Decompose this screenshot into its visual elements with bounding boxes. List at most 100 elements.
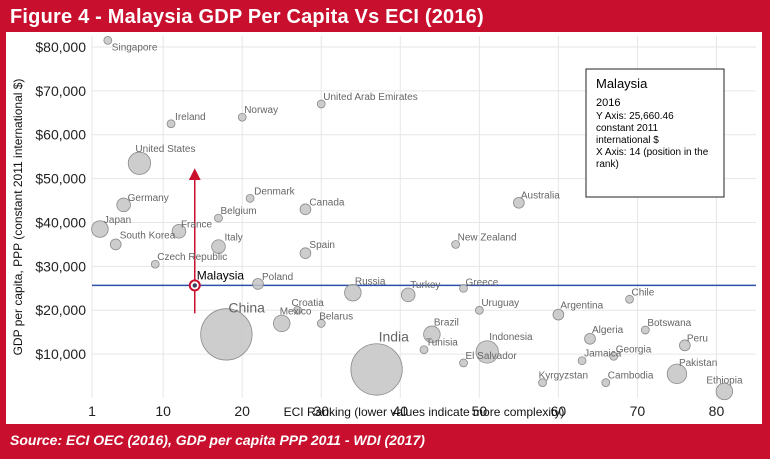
label-spain: Spain [309,240,335,251]
tooltip-line-4: X Axis: 14 (position in the [596,147,709,158]
label-indonesia: Indonesia [489,332,533,343]
point-uruguay [474,305,484,315]
label-cambodia: Cambodia [608,371,654,382]
x-tick-label: 20 [234,403,250,419]
x-tick-label: 30 [313,403,329,419]
label-china: China [228,299,265,315]
label-ethiopia: Ethiopia [706,375,743,386]
y-tick-label: $60,000 [35,127,86,143]
label-botswana: Botswana [647,318,691,329]
label-canada: Canada [309,197,344,208]
point-turkey [400,287,416,303]
label-france: France [181,219,213,230]
y-tick-label: $40,000 [35,214,86,230]
label-united-arab-emirates: United Arab Emirates [323,92,418,103]
label-japan: Japan [104,215,131,226]
label-malaysia: Malaysia [197,268,245,282]
point-china [200,308,253,361]
label-russia: Russia [355,277,386,288]
label-mexico: Mexico [280,306,312,317]
point-pakistan [666,363,688,385]
y-axis-label: GDP per capita, PPP (constant 2011 inter… [11,79,25,356]
label-jamaica: Jamaica [584,349,622,360]
point-brazil [423,325,441,344]
tooltip-box: Malaysia 2016 Y Axis: 25,660.46 constant… [585,68,725,198]
tooltip-line-2: constant 2011 [596,123,659,134]
tooltip-line-1: Y Axis: 25,660.46 [596,111,674,122]
label-singapore: Singapore [112,42,158,53]
point-indonesia [475,340,499,364]
label-australia: Australia [521,191,560,202]
label-denmark: Denmark [254,186,296,197]
label-belgium: Belgium [220,206,256,217]
point-greece [459,283,468,293]
point-belgium [214,213,223,223]
label-croatia: Croatia [292,298,325,309]
point-algeria [584,332,596,345]
y-tick-label: $80,000 [35,39,86,55]
point-kyrgyzstan [538,378,547,387]
x-tick-label: 80 [709,403,725,419]
label-italy: Italy [224,233,242,244]
point-south-korea [109,238,122,251]
label-el-salvador: El Salvador [466,351,518,362]
label-new-zealand: New Zealand [458,232,517,243]
data-labels: Singapore Ireland Norway United Arab Emirat… [104,42,743,386]
point-peru [679,339,691,352]
point-poland [252,278,264,290]
point-chile [625,294,634,304]
point-germany [116,197,131,213]
point-spain [299,247,312,260]
tooltip-year: 2016 [596,97,620,109]
point-malaysia-center [192,283,197,288]
label-algeria: Algeria [592,325,624,336]
point-singapore [103,36,113,45]
tooltip-country: Malaysia [596,76,648,91]
x-tick-label: 70 [630,403,646,419]
tooltip-line-5: rank) [596,159,619,170]
x-tick-label: 50 [472,403,488,419]
label-chile: Chile [632,287,655,298]
point-georgia [609,351,619,361]
label-south-korea: South Korea [120,230,176,241]
label-peru: Peru [687,333,708,344]
figure-title: Figure 4 - Malaysia GDP Per Capita Vs EC… [10,6,484,28]
point-japan [91,220,109,238]
label-norway: Norway [244,105,278,116]
label-poland: Poland [262,272,293,283]
label-argentina: Argentina [560,301,603,312]
point-argentina [552,308,565,321]
label-united-states: United States [135,144,195,155]
label-pakistan: Pakistan [679,358,717,369]
y-tick-label: $70,000 [35,83,86,99]
point-denmark [245,194,255,203]
point-united-states [127,151,152,175]
label-czech-republic: Czech Republic [157,252,227,263]
y-tick-label: $20,000 [35,302,86,318]
label-tunisia: Tunisia [426,338,458,349]
point-botswana [640,325,650,335]
data-points [91,36,734,401]
label-turkey: Turkey [410,280,440,291]
x-tick-label: 40 [392,403,408,419]
point-norway [237,112,247,122]
label-uruguay: Uruguay [481,298,519,309]
figure-source: Source: ECI OEC (2016), GDP per capita P… [10,432,425,448]
point-el-salvador [459,358,468,368]
point-france [171,224,187,239]
point-jamaica [577,356,587,366]
x-axis-label: ECI Ranking (lower values indicate more … [284,405,565,419]
chart-axes: $10,000 $20,000 $30,000 $40,000 $50,000 $60,0… [11,39,724,419]
scatter-chart: Singapore Ireland Norway United Arab Emirat… [11,36,756,419]
point-mexico [273,314,291,333]
label-germany: Germany [128,193,169,204]
label-ireland: Ireland [175,112,206,123]
label-kyrgyzstan: Kyrgyzstan [539,371,588,382]
point-tunisia [419,345,429,355]
tooltip-line-3: international $ [596,135,659,146]
x-tick-label: 60 [551,403,567,419]
y-tick-label: $10,000 [35,346,86,362]
y-tick-label: $30,000 [35,258,86,274]
point-croatia [293,305,302,315]
x-tick-label: 10 [155,403,171,419]
